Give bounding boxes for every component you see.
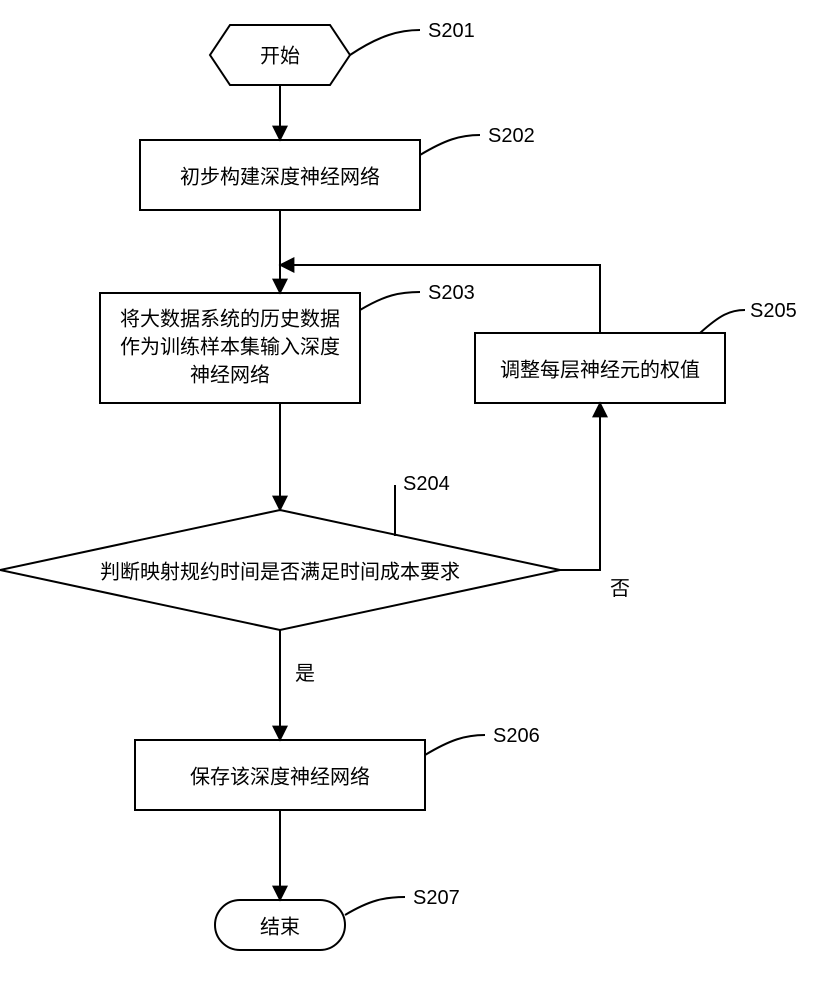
node-end-text: 结束 — [260, 915, 300, 938]
edge-label-yes: 是 — [295, 663, 315, 685]
node-adjust-text: 调整每层神经元的权值 — [500, 358, 700, 381]
node-end: 结束 — [215, 900, 345, 950]
label-leader-s207 — [345, 897, 405, 915]
label-leader-s206 — [425, 735, 485, 755]
step-label-s205: S205 — [750, 300, 797, 322]
node-start: 开始 — [210, 25, 350, 85]
step-label-s203: S203 — [428, 282, 475, 304]
flowchart-canvas: 开始 S201 初步构建深度神经网络 S202 将大数据系统的历史数据 作为训练… — [0, 0, 816, 1000]
label-leader-s203 — [360, 292, 420, 310]
label-leader-s202 — [420, 135, 480, 155]
node-start-text: 开始 — [260, 44, 300, 67]
label-leader-s205 — [700, 310, 745, 333]
node-input-line2: 作为训练样本集输入深度 — [120, 335, 340, 358]
edge-label-no: 否 — [610, 578, 630, 600]
step-label-s201: S201 — [428, 20, 475, 42]
step-label-s204: S204 — [403, 473, 450, 495]
step-label-s202: S202 — [488, 125, 535, 147]
edge-decision-no — [560, 403, 600, 570]
node-decision-text: 判断映射规约时间是否满足时间成本要求 — [100, 560, 460, 583]
node-input-line1: 将大数据系统的历史数据 — [120, 307, 340, 330]
node-adjust: 调整每层神经元的权值 — [475, 333, 725, 403]
node-input: 将大数据系统的历史数据 作为训练样本集输入深度 神经网络 — [100, 293, 360, 403]
node-build-text: 初步构建深度神经网络 — [180, 165, 380, 188]
label-leader-s201 — [350, 30, 420, 55]
node-decision: 判断映射规约时间是否满足时间成本要求 — [0, 510, 560, 630]
node-save: 保存该深度神经网络 — [135, 740, 425, 810]
node-save-text: 保存该深度神经网络 — [190, 765, 370, 788]
node-build: 初步构建深度神经网络 — [140, 140, 420, 210]
step-label-s206: S206 — [493, 725, 540, 747]
node-input-line3: 神经网络 — [190, 363, 270, 386]
step-label-s207: S207 — [413, 887, 460, 909]
